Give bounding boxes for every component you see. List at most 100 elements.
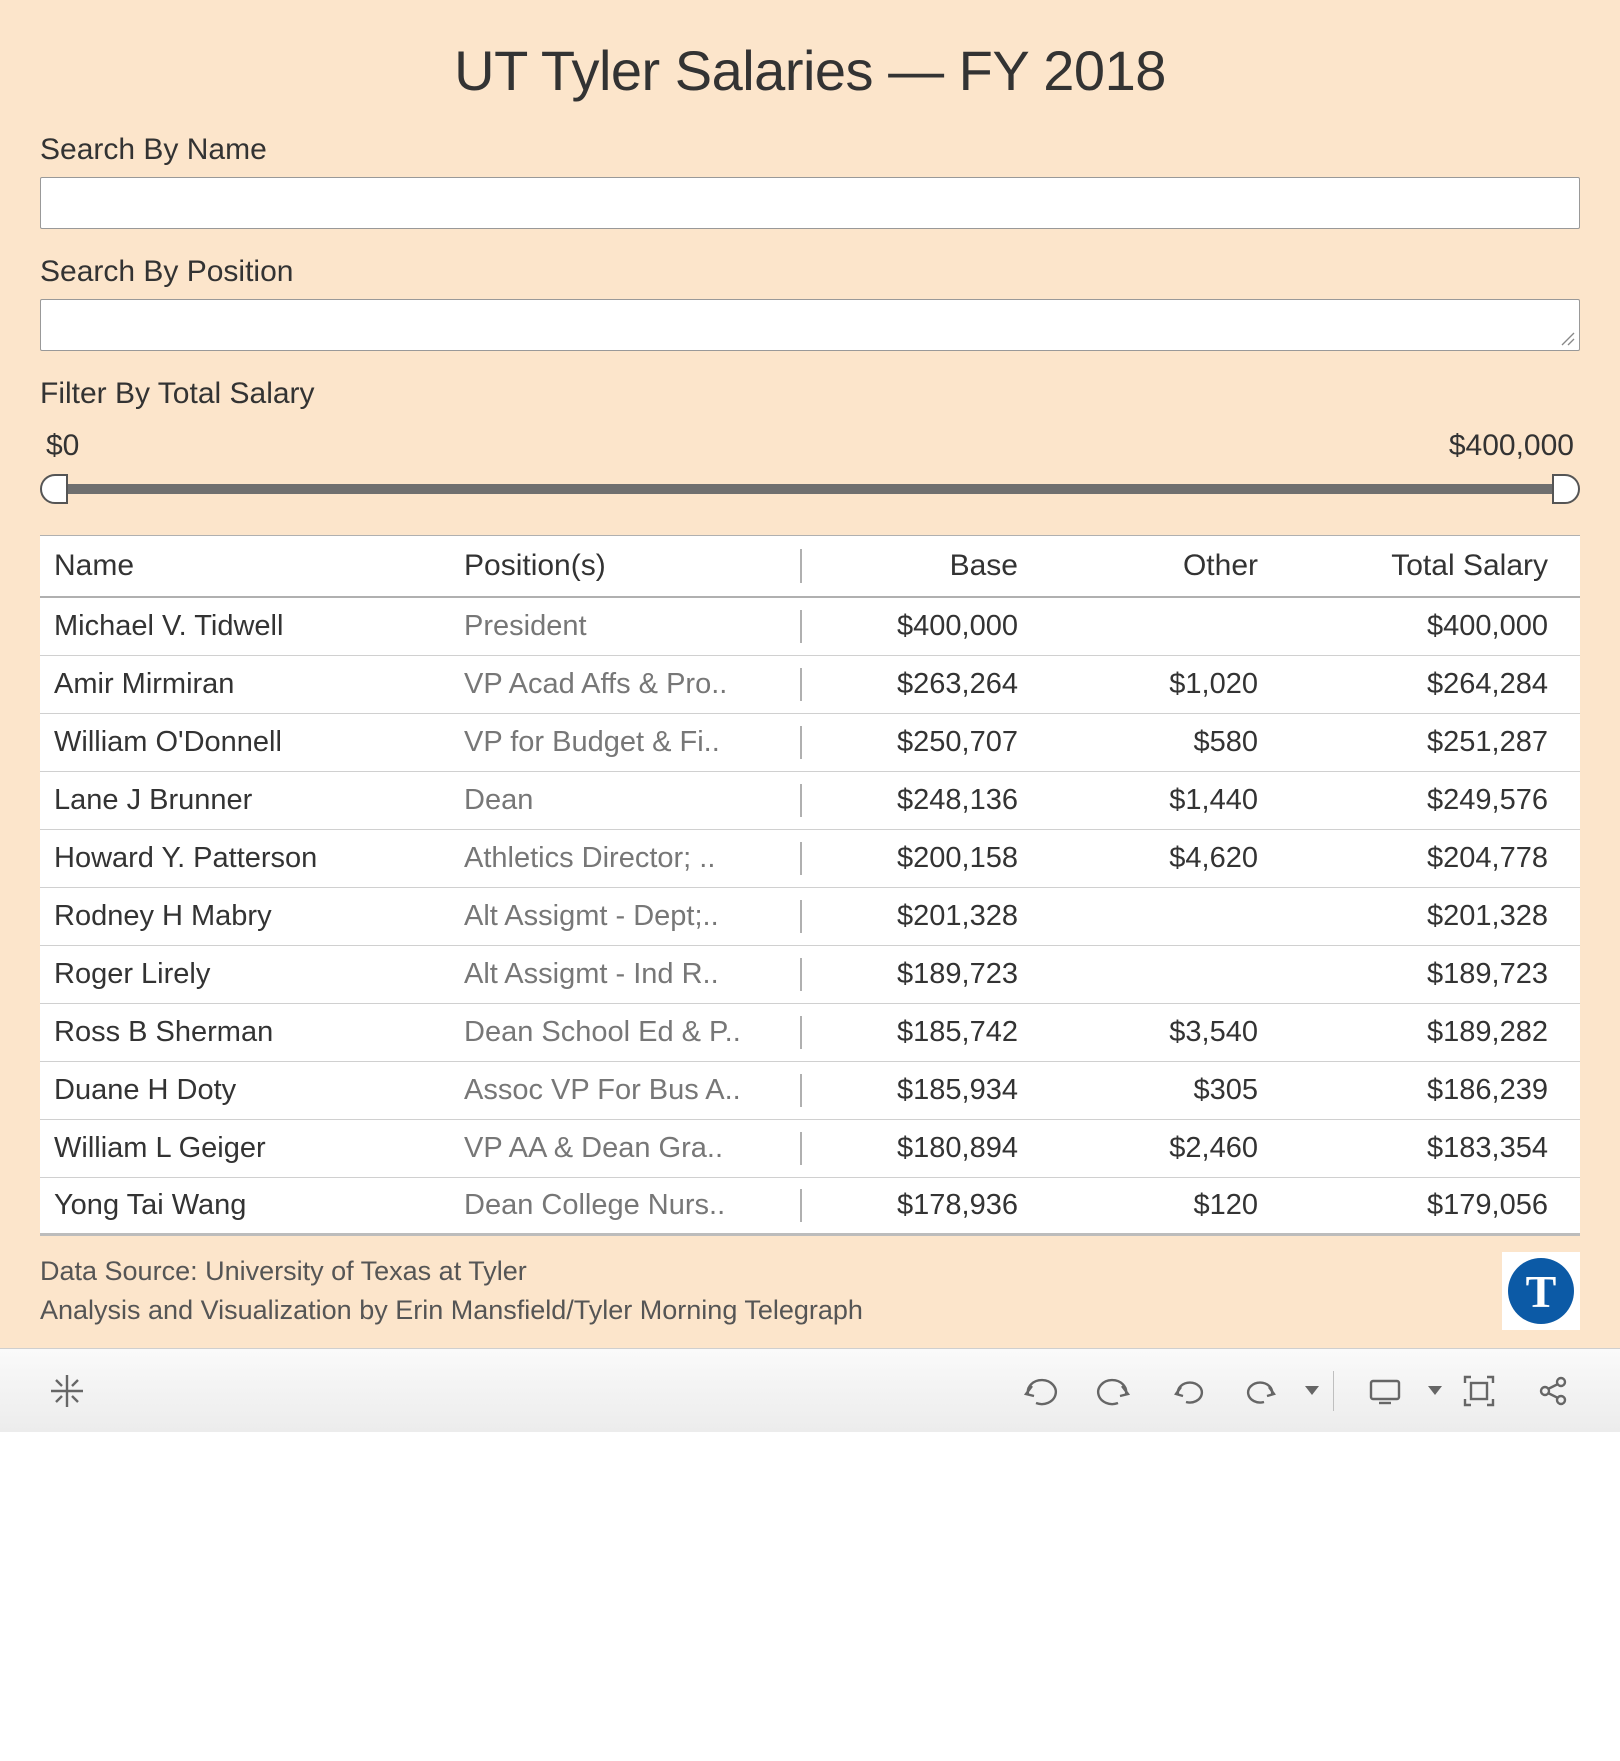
- cell-name: Howard Y. Patterson: [40, 842, 450, 875]
- table-row[interactable]: Ross B ShermanDean School Ed & P..$185,7…: [40, 1004, 1580, 1062]
- device-menu-caret-icon[interactable]: [1428, 1386, 1442, 1395]
- footer-text: Data Source: University of Texas at Tyle…: [40, 1252, 863, 1330]
- cell-total: $189,723: [1290, 958, 1580, 991]
- cell-other: $1,020: [1050, 668, 1290, 701]
- cell-other: $2,460: [1050, 1132, 1290, 1165]
- cell-position: President: [450, 610, 800, 643]
- cell-position: VP Acad Affs & Pro..: [450, 668, 800, 701]
- table-header: Name Position(s) Base Other Total Salary: [40, 536, 1580, 598]
- cell-position: Alt Assigmt - Ind R..: [450, 958, 800, 991]
- table-row[interactable]: Duane H DotyAssoc VP For Bus A..$185,934…: [40, 1062, 1580, 1120]
- slider-track: [54, 484, 1566, 494]
- cell-base: $185,934: [800, 1074, 1050, 1107]
- cell-name: Lane J Brunner: [40, 784, 450, 817]
- slider-handle-min[interactable]: [40, 474, 68, 504]
- cell-position: Dean: [450, 784, 800, 817]
- tableau-toolbar: [0, 1348, 1620, 1432]
- cell-position: VP for Budget & Fi..: [450, 726, 800, 759]
- cell-base: $178,936: [800, 1189, 1050, 1222]
- cell-other: $305: [1050, 1074, 1290, 1107]
- cell-base: $250,707: [800, 726, 1050, 759]
- cell-name: Rodney H Mabry: [40, 900, 450, 933]
- cell-name: William O'Donnell: [40, 726, 450, 759]
- fullscreen-button[interactable]: [1442, 1361, 1516, 1421]
- publisher-logo-letter: T: [1508, 1258, 1574, 1324]
- cell-base: $263,264: [800, 668, 1050, 701]
- redo-button[interactable]: [1077, 1361, 1151, 1421]
- col-base[interactable]: Base: [800, 549, 1050, 583]
- table-body: Michael V. TidwellPresident$400,000$400,…: [40, 598, 1580, 1236]
- salary-range-slider[interactable]: [40, 469, 1580, 509]
- cell-total: $186,239: [1290, 1074, 1580, 1107]
- cell-other: $4,620: [1050, 842, 1290, 875]
- cell-other: $120: [1050, 1189, 1290, 1222]
- filter-by-position-label: Search By Position: [40, 255, 1580, 289]
- col-total[interactable]: Total Salary: [1290, 549, 1580, 583]
- cell-name: Michael V. Tidwell: [40, 610, 450, 643]
- filter-by-salary: Filter By Total Salary $0 $400,000: [40, 377, 1580, 509]
- table-row[interactable]: Howard Y. PattersonAthletics Director; .…: [40, 830, 1580, 888]
- cell-base: $180,894: [800, 1132, 1050, 1165]
- footer-source: Data Source: University of Texas at Tyle…: [40, 1252, 863, 1291]
- share-button[interactable]: [1516, 1361, 1590, 1421]
- cell-total: $189,282: [1290, 1016, 1580, 1049]
- replay-forward-button[interactable]: [1225, 1361, 1299, 1421]
- col-name[interactable]: Name: [40, 549, 450, 583]
- cell-total: $179,056: [1290, 1189, 1580, 1222]
- publisher-logo[interactable]: T: [1502, 1252, 1580, 1330]
- table-row[interactable]: William L GeigerVP AA & Dean Gra..$180,8…: [40, 1120, 1580, 1178]
- filter-by-position: Search By Position: [40, 255, 1580, 351]
- resize-grip-icon[interactable]: [1560, 331, 1576, 347]
- filter-by-name: Search By Name: [40, 133, 1580, 229]
- cell-total: $400,000: [1290, 610, 1580, 643]
- cell-position: VP AA & Dean Gra..: [450, 1132, 800, 1165]
- page-title: UT Tyler Salaries — FY 2018: [40, 38, 1580, 103]
- cell-base: $189,723: [800, 958, 1050, 991]
- table-row[interactable]: Amir MirmiranVP Acad Affs & Pro..$263,26…: [40, 656, 1580, 714]
- dashboard: UT Tyler Salaries — FY 2018 Search By Na…: [0, 0, 1620, 1348]
- cell-base: $200,158: [800, 842, 1050, 875]
- cell-name: Ross B Sherman: [40, 1016, 450, 1049]
- salary-slider-max-label: $400,000: [1449, 429, 1574, 463]
- cell-other: $1,440: [1050, 784, 1290, 817]
- cell-base: $185,742: [800, 1016, 1050, 1049]
- table-row[interactable]: Lane J BrunnerDean$248,136$1,440$249,576: [40, 772, 1580, 830]
- table-row[interactable]: William O'DonnellVP for Budget & Fi..$25…: [40, 714, 1580, 772]
- footer-credit: Analysis and Visualization by Erin Mansf…: [40, 1291, 863, 1330]
- search-name-input[interactable]: [40, 177, 1580, 229]
- cell-base: $248,136: [800, 784, 1050, 817]
- cell-name: Duane H Doty: [40, 1074, 450, 1107]
- slider-handle-max[interactable]: [1552, 474, 1580, 504]
- replay-menu-caret-icon[interactable]: [1305, 1386, 1319, 1395]
- tableau-logo-icon[interactable]: [30, 1361, 104, 1421]
- cell-name: Yong Tai Wang: [40, 1189, 450, 1222]
- cell-base: $201,328: [800, 900, 1050, 933]
- cell-position: Dean School Ed & P..: [450, 1016, 800, 1049]
- cell-position: Athletics Director; ..: [450, 842, 800, 875]
- table-row[interactable]: Roger LirelyAlt Assigmt - Ind R..$189,72…: [40, 946, 1580, 1004]
- cell-name: William L Geiger: [40, 1132, 450, 1165]
- table-row[interactable]: Rodney H MabryAlt Assigmt - Dept;..$201,…: [40, 888, 1580, 946]
- table-row[interactable]: Michael V. TidwellPresident$400,000$400,…: [40, 598, 1580, 656]
- cell-base: $400,000: [800, 610, 1050, 643]
- salary-table: Name Position(s) Base Other Total Salary…: [40, 535, 1580, 1236]
- col-position[interactable]: Position(s): [450, 549, 800, 583]
- cell-position: Alt Assigmt - Dept;..: [450, 900, 800, 933]
- cell-total: $249,576: [1290, 784, 1580, 817]
- cell-name: Roger Lirely: [40, 958, 450, 991]
- cell-other: $580: [1050, 726, 1290, 759]
- cell-total: $201,328: [1290, 900, 1580, 933]
- filter-by-name-label: Search By Name: [40, 133, 1580, 167]
- col-other[interactable]: Other: [1050, 549, 1290, 583]
- search-position-input[interactable]: [40, 299, 1580, 351]
- cell-position: Dean College Nurs..: [450, 1189, 800, 1222]
- toolbar-separator: [1333, 1371, 1334, 1411]
- cell-total: $183,354: [1290, 1132, 1580, 1165]
- filter-by-salary-label: Filter By Total Salary: [40, 377, 1580, 411]
- device-preview-button[interactable]: [1348, 1361, 1422, 1421]
- replay-back-button[interactable]: [1151, 1361, 1225, 1421]
- undo-button[interactable]: [1003, 1361, 1077, 1421]
- cell-total: $264,284: [1290, 668, 1580, 701]
- table-row[interactable]: Yong Tai WangDean College Nurs..$178,936…: [40, 1178, 1580, 1236]
- cell-total: $204,778: [1290, 842, 1580, 875]
